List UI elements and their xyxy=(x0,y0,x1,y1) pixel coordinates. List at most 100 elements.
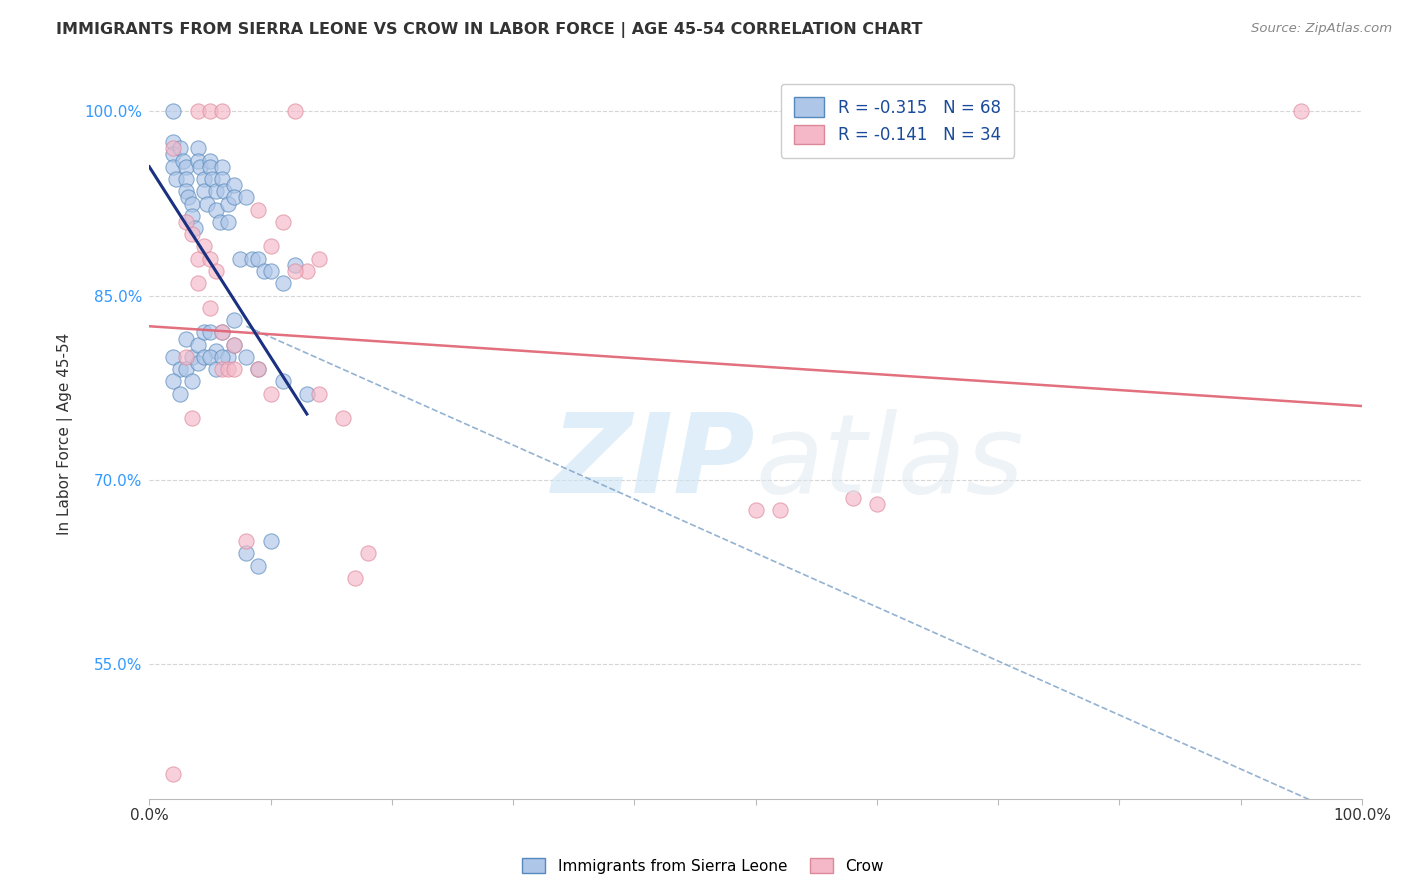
Point xyxy=(284,258,307,272)
Point xyxy=(247,362,270,376)
Point xyxy=(174,172,197,186)
Text: Source: ZipAtlas.com: Source: ZipAtlas.com xyxy=(1251,22,1392,36)
Point xyxy=(224,337,246,351)
Point xyxy=(235,534,257,549)
Point xyxy=(172,153,194,168)
Point xyxy=(162,350,184,364)
Point xyxy=(180,350,202,364)
Point xyxy=(205,264,228,278)
Point xyxy=(240,252,263,266)
Point xyxy=(211,326,233,340)
Point xyxy=(198,326,221,340)
Point xyxy=(356,546,378,560)
Point xyxy=(271,215,294,229)
Point xyxy=(295,386,318,401)
Point xyxy=(224,337,246,351)
Point xyxy=(866,497,889,511)
Point xyxy=(247,558,270,573)
Point xyxy=(214,184,236,198)
Point xyxy=(187,141,209,155)
Point xyxy=(841,491,863,505)
Point xyxy=(271,375,294,389)
Text: IMMIGRANTS FROM SIERRA LEONE VS CROW IN LABOR FORCE | AGE 45-54 CORRELATION CHAR: IMMIGRANTS FROM SIERRA LEONE VS CROW IN … xyxy=(56,22,922,38)
Point xyxy=(211,362,233,376)
Point xyxy=(259,264,281,278)
Point xyxy=(205,184,228,198)
Point xyxy=(169,362,191,376)
Legend: Immigrants from Sierra Leone, Crow: Immigrants from Sierra Leone, Crow xyxy=(516,852,890,880)
Point xyxy=(1291,104,1313,119)
Point xyxy=(198,160,221,174)
Point xyxy=(187,252,209,266)
Point xyxy=(211,350,233,364)
Point xyxy=(259,386,281,401)
Point xyxy=(169,141,191,155)
Point xyxy=(224,190,246,204)
Point xyxy=(332,411,354,425)
Point xyxy=(235,190,257,204)
Point xyxy=(205,343,228,358)
Point xyxy=(197,196,219,211)
Point xyxy=(235,350,257,364)
Point xyxy=(174,160,197,174)
Point xyxy=(284,264,307,278)
Point xyxy=(308,252,330,266)
Point xyxy=(165,172,187,186)
Point xyxy=(224,313,246,327)
Point xyxy=(187,277,209,291)
Point xyxy=(253,264,276,278)
Point xyxy=(769,503,792,517)
Point xyxy=(184,221,207,235)
Point xyxy=(211,326,233,340)
Point xyxy=(188,160,211,174)
Point xyxy=(217,196,239,211)
Point xyxy=(224,362,246,376)
Point xyxy=(217,362,239,376)
Point xyxy=(229,252,252,266)
Point xyxy=(193,172,215,186)
Point xyxy=(162,141,184,155)
Point xyxy=(180,196,202,211)
Point xyxy=(344,571,367,585)
Point xyxy=(174,332,197,346)
Point xyxy=(259,534,281,549)
Point xyxy=(247,252,270,266)
Point xyxy=(211,172,233,186)
Point xyxy=(259,239,281,253)
Point xyxy=(174,362,197,376)
Point xyxy=(744,503,766,517)
Point xyxy=(198,252,221,266)
Point xyxy=(247,362,270,376)
Point xyxy=(180,411,202,425)
Point xyxy=(162,375,184,389)
Point xyxy=(247,202,270,217)
Point xyxy=(162,160,184,174)
Point xyxy=(187,337,209,351)
Point xyxy=(162,147,184,161)
Point xyxy=(198,104,221,119)
Point xyxy=(193,326,215,340)
Point xyxy=(174,215,197,229)
Point xyxy=(205,362,228,376)
Point xyxy=(193,184,215,198)
Point xyxy=(284,104,307,119)
Point xyxy=(198,350,221,364)
Point xyxy=(193,239,215,253)
Point xyxy=(295,264,318,278)
Point xyxy=(169,386,191,401)
Text: ZIP: ZIP xyxy=(553,409,755,516)
Point xyxy=(308,386,330,401)
Point xyxy=(217,215,239,229)
Point xyxy=(198,301,221,315)
Point xyxy=(198,153,221,168)
Point xyxy=(208,215,231,229)
Point xyxy=(193,350,215,364)
Point xyxy=(205,202,228,217)
Point xyxy=(201,172,224,186)
Point xyxy=(271,277,294,291)
Point xyxy=(180,227,202,242)
Point xyxy=(180,375,202,389)
Point xyxy=(187,153,209,168)
Legend: R = -0.315   N = 68, R = -0.141   N = 34: R = -0.315 N = 68, R = -0.141 N = 34 xyxy=(780,84,1014,158)
Point xyxy=(235,546,257,560)
